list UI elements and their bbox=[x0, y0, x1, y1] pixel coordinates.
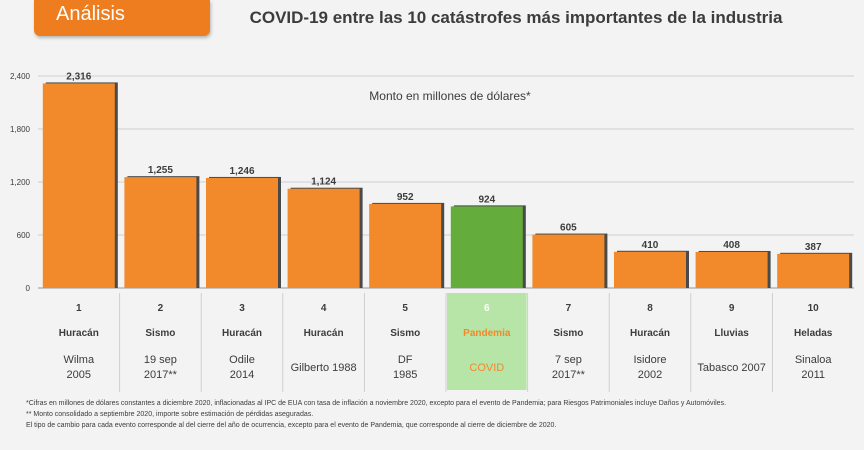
table-event-name: 2017** bbox=[144, 369, 178, 381]
bar bbox=[206, 177, 278, 288]
chart-title: COVID-19 entre las 10 catástrofes más im… bbox=[249, 8, 783, 27]
table-event-name: 2014 bbox=[230, 369, 254, 381]
table-rank: 4 bbox=[321, 303, 327, 314]
table-rank: 6 bbox=[484, 303, 490, 314]
table-rank: 2 bbox=[158, 303, 164, 314]
table-event-name: Wilma bbox=[64, 354, 95, 366]
table-rank: 8 bbox=[647, 303, 653, 314]
bar bbox=[695, 251, 768, 288]
bar bbox=[124, 177, 197, 288]
footnote-1: *Cifras en millones de dólares constante… bbox=[26, 400, 727, 407]
y-tick-label: 0 bbox=[26, 284, 31, 293]
bar-value-label: 605 bbox=[560, 223, 577, 234]
table-event-name: Sinaloa bbox=[795, 354, 833, 366]
bar bbox=[614, 251, 686, 288]
y-tick-label: 2,400 bbox=[10, 72, 31, 81]
footnotes: *Cifras en millones de dólares constante… bbox=[26, 398, 862, 431]
table-rank: 10 bbox=[808, 303, 820, 314]
bar bbox=[777, 253, 850, 288]
table-event-name: 1985 bbox=[393, 369, 417, 381]
table-highlight-cell bbox=[447, 293, 527, 390]
bar-value-label: 952 bbox=[397, 192, 414, 203]
table-event-name: 19 sep bbox=[144, 354, 177, 366]
table-event-name: 2017** bbox=[552, 369, 586, 381]
table-event-type: Huracán bbox=[222, 328, 262, 339]
table-event-name: Tabasco 2007 bbox=[697, 362, 766, 374]
table-rank: 7 bbox=[566, 303, 572, 314]
table-event-name: Gilberto 1988 bbox=[291, 362, 357, 374]
table-rank: 9 bbox=[729, 303, 735, 314]
table-event-name: 2011 bbox=[801, 369, 825, 381]
table-event-name: Isidore bbox=[633, 354, 666, 366]
y-tick-label: 600 bbox=[17, 231, 31, 240]
table-event-type: Huracán bbox=[59, 328, 99, 339]
chart-subtitle: Monto en millones de dólares* bbox=[369, 89, 531, 103]
table-event-type: Pandemia bbox=[463, 328, 511, 339]
section-tab: Análisis bbox=[34, 0, 210, 36]
section-tab-label: Análisis bbox=[56, 3, 125, 25]
table-event-type: Heladas bbox=[794, 328, 833, 339]
bar-value-label: 1,255 bbox=[148, 165, 173, 176]
table-event-type: Sismo bbox=[145, 328, 175, 339]
bar bbox=[532, 234, 605, 288]
bar-value-label: 924 bbox=[478, 194, 495, 205]
bar bbox=[287, 188, 360, 288]
table-event-type: Huracán bbox=[630, 328, 670, 339]
y-tick-label: 1,200 bbox=[10, 178, 31, 187]
table-event-type: Sismo bbox=[553, 328, 583, 339]
table-event-type: Lluvias bbox=[714, 328, 749, 339]
table-event-name: 2002 bbox=[638, 369, 662, 381]
table-event-name: COVID bbox=[469, 362, 504, 374]
bar-value-label: 1,246 bbox=[229, 166, 254, 177]
bar-value-label: 408 bbox=[723, 240, 740, 251]
table-event-type: Huracán bbox=[304, 328, 344, 339]
table-rank: 3 bbox=[239, 303, 245, 314]
table-rank: 5 bbox=[402, 303, 408, 314]
footnote-2: ** Monto consolidado a septiembre 2020, … bbox=[26, 411, 314, 418]
table-event-name: 2005 bbox=[67, 369, 91, 381]
bar bbox=[369, 203, 442, 288]
bar-chart: 0 600 1,200 1,800 2,400 Monto en millones de … bbox=[10, 71, 854, 392]
table-event-type: Sismo bbox=[390, 328, 420, 339]
y-tick-label: 1,800 bbox=[10, 125, 31, 134]
bar-value-label: 2,316 bbox=[66, 71, 91, 82]
table-event-name: DF bbox=[398, 354, 413, 366]
table-rank: 1 bbox=[76, 303, 82, 314]
bar-value-label: 410 bbox=[642, 240, 659, 251]
table-event-name: Odile bbox=[229, 354, 255, 366]
bar bbox=[450, 206, 523, 288]
bar bbox=[42, 83, 115, 288]
bar-value-label: 1,124 bbox=[311, 177, 336, 188]
table-event-name: 7 sep bbox=[555, 354, 582, 366]
footnote-3: El tipo de cambio para cada evento corre… bbox=[26, 422, 557, 429]
bar-value-label: 387 bbox=[805, 242, 822, 253]
